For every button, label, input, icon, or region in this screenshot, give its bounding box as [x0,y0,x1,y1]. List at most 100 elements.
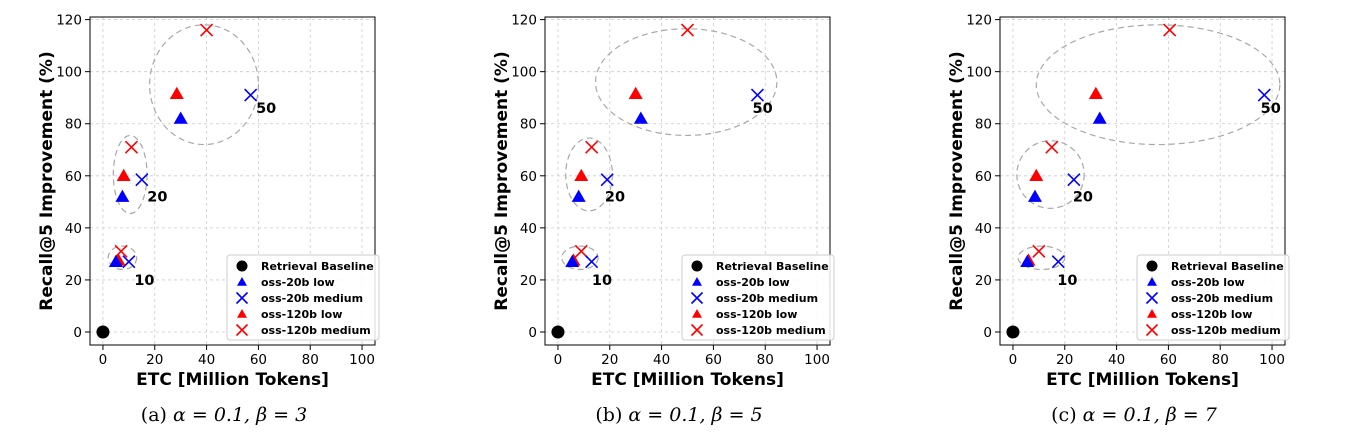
y-axis-label: Recall@5 Improvement (%) [492,51,512,310]
x-tick-label-100: 100 [349,352,375,368]
legend-label-oss-120b-medium: oss-120b medium [1171,324,1281,337]
oss-20b-medium-point-2 [1257,88,1271,102]
oss-120b-medium-point-1 [585,140,599,154]
baseline-point [96,325,110,339]
x-tick-label-60: 60 [705,352,722,368]
budget-label-10: 10 [592,273,612,289]
caption-c-prefix: (c) [1051,404,1077,426]
x-tick-label-80: 80 [757,352,774,368]
y-axis-label: Recall@5 Improvement (%) [947,51,967,310]
y-tick-label-20: 20 [65,273,82,289]
x-tick-label-60: 60 [250,352,267,368]
y-tick-label-100: 100 [511,65,537,81]
y-tick-label-20: 20 [520,273,537,289]
legend-label-retrieval-baseline: Retrieval Baseline [261,260,374,273]
legend-box [226,254,380,341]
legend-label-oss-120b-low: oss-120b low [261,308,342,321]
oss-20b-low-point-1 [571,189,586,202]
y-tick-label-80: 80 [65,117,82,133]
x-tick-label-80: 80 [1212,352,1229,368]
plot-frame [999,16,1286,346]
caption-c-math: α = 0.1, β = 7 [1082,404,1217,426]
legend-marker-oss-120b-medium [690,323,704,337]
oss-120b-medium-point-2 [680,23,695,37]
oss-120b-medium-point-1 [124,140,139,154]
legend-marker-oss-120b-low [1147,309,1157,318]
legend-label-oss-120b-medium: oss-120b medium [261,324,371,337]
oss-120b-low-point-2 [169,86,184,100]
budget-label-20: 20 [605,190,625,206]
x-tick-label-40: 40 [198,352,215,368]
legend-label-oss-20b-medium: oss-20b medium [716,292,818,305]
cluster-ellipse-10 [1017,245,1066,271]
chart-c: 0 20 40 60 80 100 0 20 40 60 80 100 120 ETC [Million … [947,13,1290,390]
legend [681,254,835,341]
x-tick-label-0: 0 [554,352,563,368]
oss-120b-medium-point-2 [1163,23,1177,37]
legend-marker-retrieval-baseline [691,260,703,272]
oss-120b-low-point-1 [116,168,131,182]
oss-20b-medium-point-1 [135,173,149,187]
x-axis-label: ETC [Million Tokens] [136,370,329,390]
legend-marker-retrieval-baseline [1146,260,1158,272]
oss-20b-medium-point-2 [244,88,258,102]
oss-20b-medium-point-0 [585,255,599,269]
x-tick-label-100: 100 [804,352,830,368]
cluster-ellipse-50 [1035,24,1281,146]
x-tick-label-80: 80 [302,352,319,368]
budget-label-50: 50 [753,101,773,117]
legend-box [681,254,835,341]
y-tick-label-120: 120 [511,13,537,29]
panel-c: 0 20 40 60 80 100 0 20 40 60 80 100 120 ETC [Million … [910,0,1345,448]
y-tick-label-80: 80 [520,117,537,133]
legend-marker-retrieval-baseline [236,260,248,272]
x-axis-label: ETC [Million Tokens] [591,370,784,390]
caption-b: (b) α = 0.1, β = 5 [455,404,903,426]
legend-marker-oss-120b-medium [235,323,249,337]
legend-marker-oss-120b-medium [1145,323,1159,337]
budget-label-20: 20 [147,190,167,206]
panel-b: 0 20 40 60 80 100 0 20 40 60 80 100 120 ETC [Million … [455,0,903,448]
plot-frame [544,16,831,346]
x-axis-label: ETC [Million Tokens] [1046,370,1239,390]
cluster-ellipse-50 [148,24,260,146]
oss-20b-medium-point-2 [750,88,765,102]
legend-label-oss-120b-low: oss-120b low [1171,308,1252,321]
oss-20b-low-point-2 [1092,111,1107,124]
legend-label-oss-20b-low: oss-20b low [261,276,335,289]
legend-label-oss-20b-low: oss-20b low [716,276,790,289]
oss-20b-low-point-0 [108,254,123,267]
legend-label-retrieval-baseline: Retrieval Baseline [1171,260,1284,273]
y-tick-label-60: 60 [65,169,82,185]
plot-frame [89,16,376,346]
baseline-point [1006,325,1020,339]
x-tick-label-100: 100 [1259,352,1285,368]
oss-20b-low-point-2 [633,111,648,124]
legend-label-oss-20b-medium: oss-20b medium [261,292,363,305]
oss-120b-low-point-1 [574,168,589,182]
caption-c: (c) α = 0.1, β = 7 [910,404,1345,426]
cluster-ellipse-10 [107,245,138,271]
oss-120b-low-point-1 [1029,168,1044,182]
legend-label-oss-20b-low: oss-20b low [1171,276,1245,289]
legend-marker-oss-20b-low [692,277,702,286]
x-tick-label-60: 60 [1160,352,1177,368]
y-tick-label-100: 100 [56,65,82,81]
y-tick-label-40: 40 [975,221,992,237]
y-tick-label-0: 0 [73,325,82,341]
x-tick-label-0: 0 [99,352,108,368]
legend [226,254,380,341]
panel-a: 0 20 40 60 80 100 0 20 40 60 80 100 120 ETC [Million … [0,0,448,448]
legend-label-oss-20b-medium: oss-20b medium [1171,292,1273,305]
oss-20b-medium-point-0 [1051,255,1065,269]
y-tick-label-80: 80 [975,117,992,133]
oss-120b-medium-point-0 [1032,244,1046,258]
legend-label-oss-120b-medium: oss-120b medium [716,324,826,337]
legend-box [1136,254,1290,341]
baseline-point [551,325,565,339]
cluster-ellipse-50 [594,28,778,137]
legend-marker-oss-20b-low [237,277,247,286]
chart-b: 0 20 40 60 80 100 0 20 40 60 80 100 120 ETC [Million … [492,13,835,390]
x-tick-label-0: 0 [1009,352,1018,368]
oss-20b-medium-point-1 [1067,173,1081,187]
